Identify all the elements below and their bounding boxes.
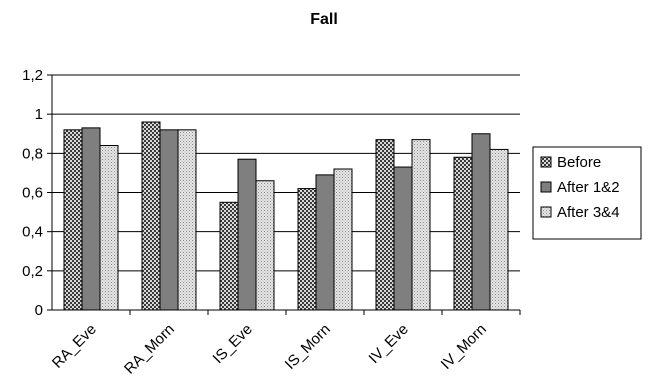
y-tick-labels: 0 0,2 0,4 0,6 0,8 1 1,2 <box>22 67 52 319</box>
bar-checker <box>375 139 395 311</box>
axes <box>51 75 521 315</box>
bar-solid <box>81 127 101 311</box>
x-tick-label: IV_Morn <box>438 321 490 373</box>
bar-solid <box>237 158 257 311</box>
bar-dots <box>411 139 431 311</box>
legend-label: After 3&4 <box>557 204 620 221</box>
bar-solid <box>315 174 335 311</box>
bar-solid <box>471 133 491 311</box>
bar-checker <box>219 201 239 311</box>
bar-dots <box>333 168 353 311</box>
bar-checker <box>297 188 317 311</box>
chart-title: Fall <box>310 11 338 28</box>
y-tick-label: 1,2 <box>22 67 43 84</box>
y-tick-label: 0,8 <box>22 145 43 162</box>
x-tick-labels: RA_Eve RA_Morn IS_Eve IS_Morn IV_Eve IV_Morn <box>49 321 490 378</box>
y-tick-label: 1 <box>35 106 43 123</box>
x-tick-label: IS_Eve <box>210 321 256 367</box>
bar-checker <box>141 121 161 311</box>
bar-solid <box>393 166 413 311</box>
legend-swatch-dots <box>540 206 552 218</box>
bar-dots <box>489 148 509 311</box>
legend: Before After 1&2 After 3&4 <box>532 146 642 240</box>
legend-label: After 1&2 <box>557 179 620 196</box>
legend-swatch-checker <box>540 156 552 168</box>
gridlines <box>52 74 520 272</box>
bars <box>63 121 509 311</box>
x-tick-label: RA_Morn <box>121 321 178 378</box>
y-tick-label: 0,2 <box>22 263 43 280</box>
legend-label: Before <box>557 154 601 171</box>
y-tick-label: 0,4 <box>22 224 43 241</box>
bar-dots <box>255 180 275 311</box>
x-tick-label: IV_Eve <box>366 321 412 367</box>
legend-swatch-solid <box>540 181 552 193</box>
x-tick-label: RA_Eve <box>49 321 100 372</box>
y-tick-label: 0,6 <box>22 185 43 202</box>
bar-dots <box>99 145 119 311</box>
bar-checker <box>63 129 83 311</box>
bar-checker <box>453 156 473 311</box>
y-tick-label: 0 <box>35 302 43 319</box>
bar-dots <box>177 129 197 311</box>
x-tick-label: IS_Morn <box>282 321 334 373</box>
bar-solid <box>159 129 179 311</box>
